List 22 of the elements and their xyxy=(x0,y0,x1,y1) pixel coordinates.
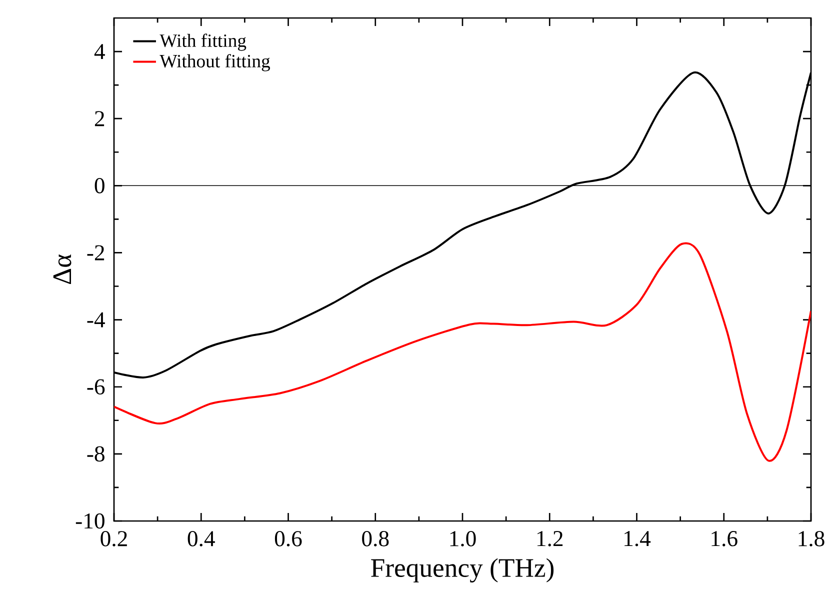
y-tick-label: -6 xyxy=(87,379,105,394)
x-tick-label: 0.4 xyxy=(188,531,215,546)
x-tick-label: 1.6 xyxy=(712,531,738,546)
x-tick-label: 1.0 xyxy=(450,531,476,546)
y-tick-label: 2 xyxy=(94,111,104,126)
y-tick-label: -8 xyxy=(87,446,104,462)
x-tick-label: 0.6 xyxy=(274,531,302,546)
line-series xyxy=(114,242,811,462)
y-tick-label: 4 xyxy=(94,44,105,59)
y-tick-label: 0 xyxy=(94,178,104,194)
x-tick-label: 1.4 xyxy=(624,531,651,546)
y-tick-label: -2 xyxy=(87,245,104,260)
legend-label: Without fitting xyxy=(160,54,270,72)
x-tick-label: 0.8 xyxy=(362,531,389,546)
x-tick-label: 0.2 xyxy=(100,531,127,546)
x-tick-label: 1.8 xyxy=(798,531,824,546)
y-axis-title: Δα xyxy=(53,254,72,284)
legend-label: With fitting xyxy=(160,34,246,51)
x-axis-title: Frequency (THz) xyxy=(371,558,554,582)
x-tick-label: 1.2 xyxy=(537,531,563,546)
y-tick-label: -4 xyxy=(87,312,105,328)
y-tick-label: -10 xyxy=(76,513,104,529)
